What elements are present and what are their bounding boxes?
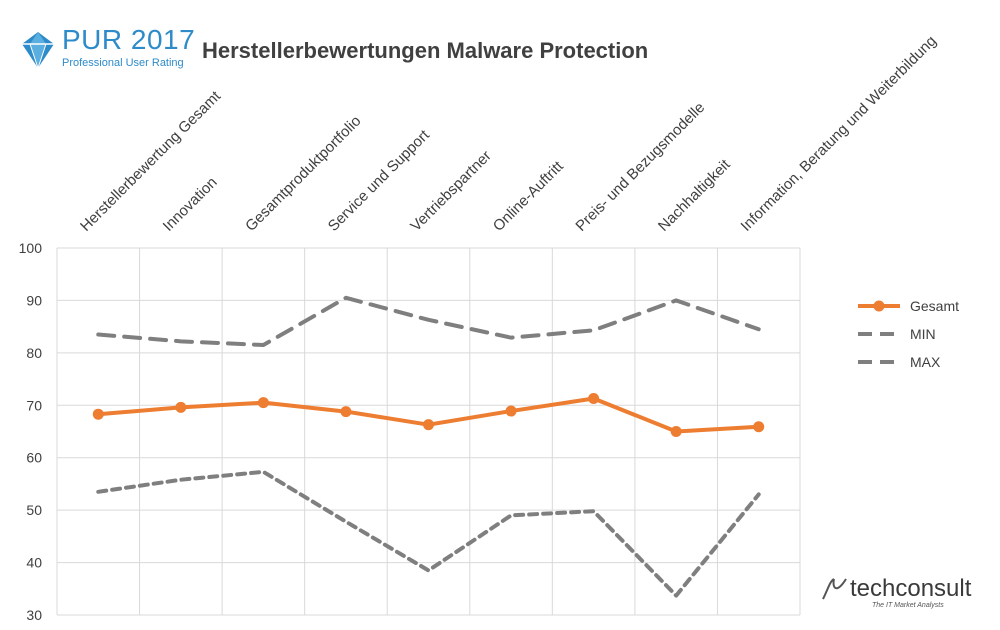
- x-tick-label: Information, Beratung und Weiterbildung: [738, 33, 940, 235]
- chart-legend: Gesamt MIN MAX: [858, 298, 959, 370]
- data-point-gesamt: [505, 405, 517, 417]
- techconsult-logo: techconsult The IT Market Analysts: [820, 575, 985, 615]
- data-point-gesamt: [423, 419, 434, 431]
- logo-title: PUR 2017: [62, 24, 196, 55]
- brand-tagline: The IT Market Analysts: [872, 602, 944, 609]
- chart-grid: [56, 247, 801, 616]
- x-tick-label: Nachhaltigkeit: [655, 156, 734, 235]
- x-tick-label: Innovation: [160, 174, 221, 235]
- diamond-logo-icon: [22, 32, 54, 69]
- legend-marker-gesamt: [873, 300, 885, 312]
- legend-label-gesamt: Gesamt: [910, 298, 959, 314]
- y-tick-label: 60: [26, 450, 42, 466]
- data-point-gesamt: [670, 426, 682, 437]
- legend-label-min: MIN: [910, 326, 936, 342]
- data-point-gesamt: [175, 401, 187, 413]
- x-tick-label: Online-Auftritt: [490, 157, 567, 234]
- y-tick-label: 30: [26, 607, 42, 623]
- data-point-gesamt: [92, 408, 104, 420]
- y-tick-label: 80: [26, 345, 42, 361]
- brand-name: techconsult: [850, 575, 972, 602]
- y-tick-label: 50: [26, 502, 42, 518]
- data-point-gesamt: [257, 397, 269, 409]
- logo-subtitle: Professional User Rating: [62, 57, 184, 69]
- y-tick-label: 100: [19, 240, 43, 256]
- series-line-max: [96, 295, 761, 347]
- data-point-gesamt: [753, 421, 765, 433]
- y-axis: 100 90 80 70 60 50 40 30: [19, 240, 43, 623]
- pur-logo: PUR 2017 Professional User Rating: [20, 24, 195, 75]
- x-tick-label: Herstellerbewertung Gesamt: [77, 87, 225, 235]
- chart-title: Herstellerbewertungen Malware Protection: [202, 38, 649, 63]
- x-tick-label: Vertriebspartner: [407, 147, 494, 234]
- chart-series: [92, 295, 765, 598]
- y-tick-label: 90: [26, 292, 42, 308]
- x-tick-label: Preis- und Bezugsmodelle: [572, 99, 708, 235]
- data-point-gesamt: [340, 406, 352, 418]
- y-tick-label: 70: [26, 397, 42, 413]
- legend-label-max: MAX: [910, 354, 941, 370]
- data-point-gesamt: [588, 392, 600, 404]
- series-line-min: [96, 469, 761, 598]
- techconsult-mark-icon: [822, 578, 847, 600]
- y-tick-label: 40: [26, 555, 42, 571]
